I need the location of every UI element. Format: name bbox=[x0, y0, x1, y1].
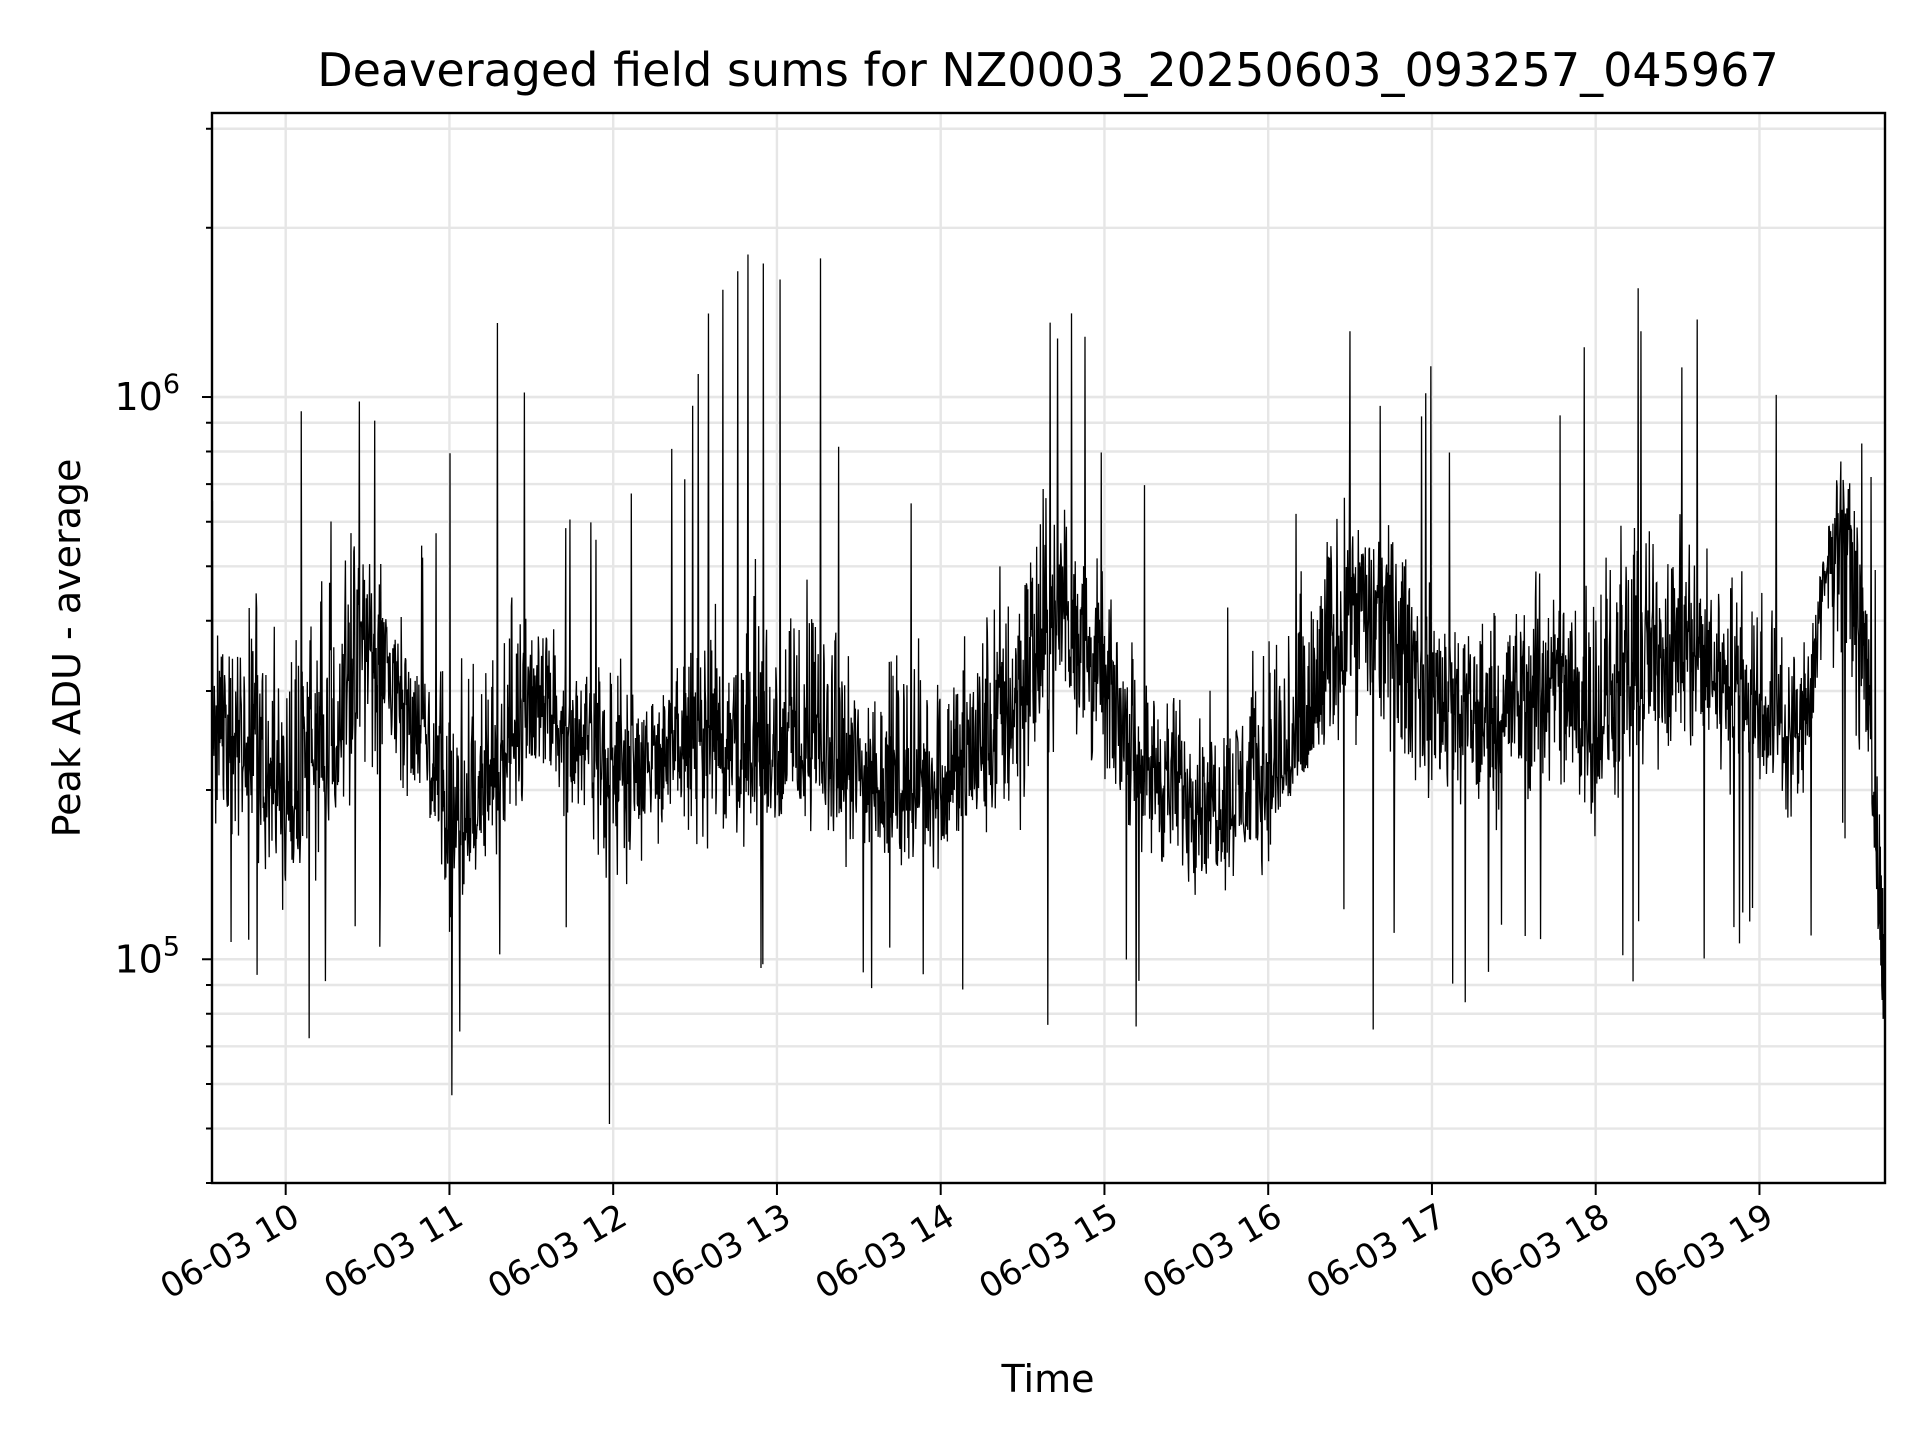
y-axis-label: Peak ADU - average bbox=[45, 459, 89, 838]
y-tick-label: 106 bbox=[114, 369, 180, 419]
y-tick-exponent: 6 bbox=[163, 369, 180, 400]
y-tick-base: 10 bbox=[114, 375, 162, 419]
x-axis-label: Time bbox=[1001, 1357, 1095, 1401]
y-tick-exponent: 5 bbox=[163, 931, 180, 962]
data-line-group bbox=[211, 254, 1886, 1126]
chart-title: Deaveraged field sums for NZ0003_2025060… bbox=[317, 43, 1778, 97]
y-tick-label: 105 bbox=[114, 931, 180, 981]
series-line bbox=[211, 254, 1886, 1126]
y-tick-base: 10 bbox=[114, 937, 162, 981]
plot-frame bbox=[210, 111, 1887, 1185]
